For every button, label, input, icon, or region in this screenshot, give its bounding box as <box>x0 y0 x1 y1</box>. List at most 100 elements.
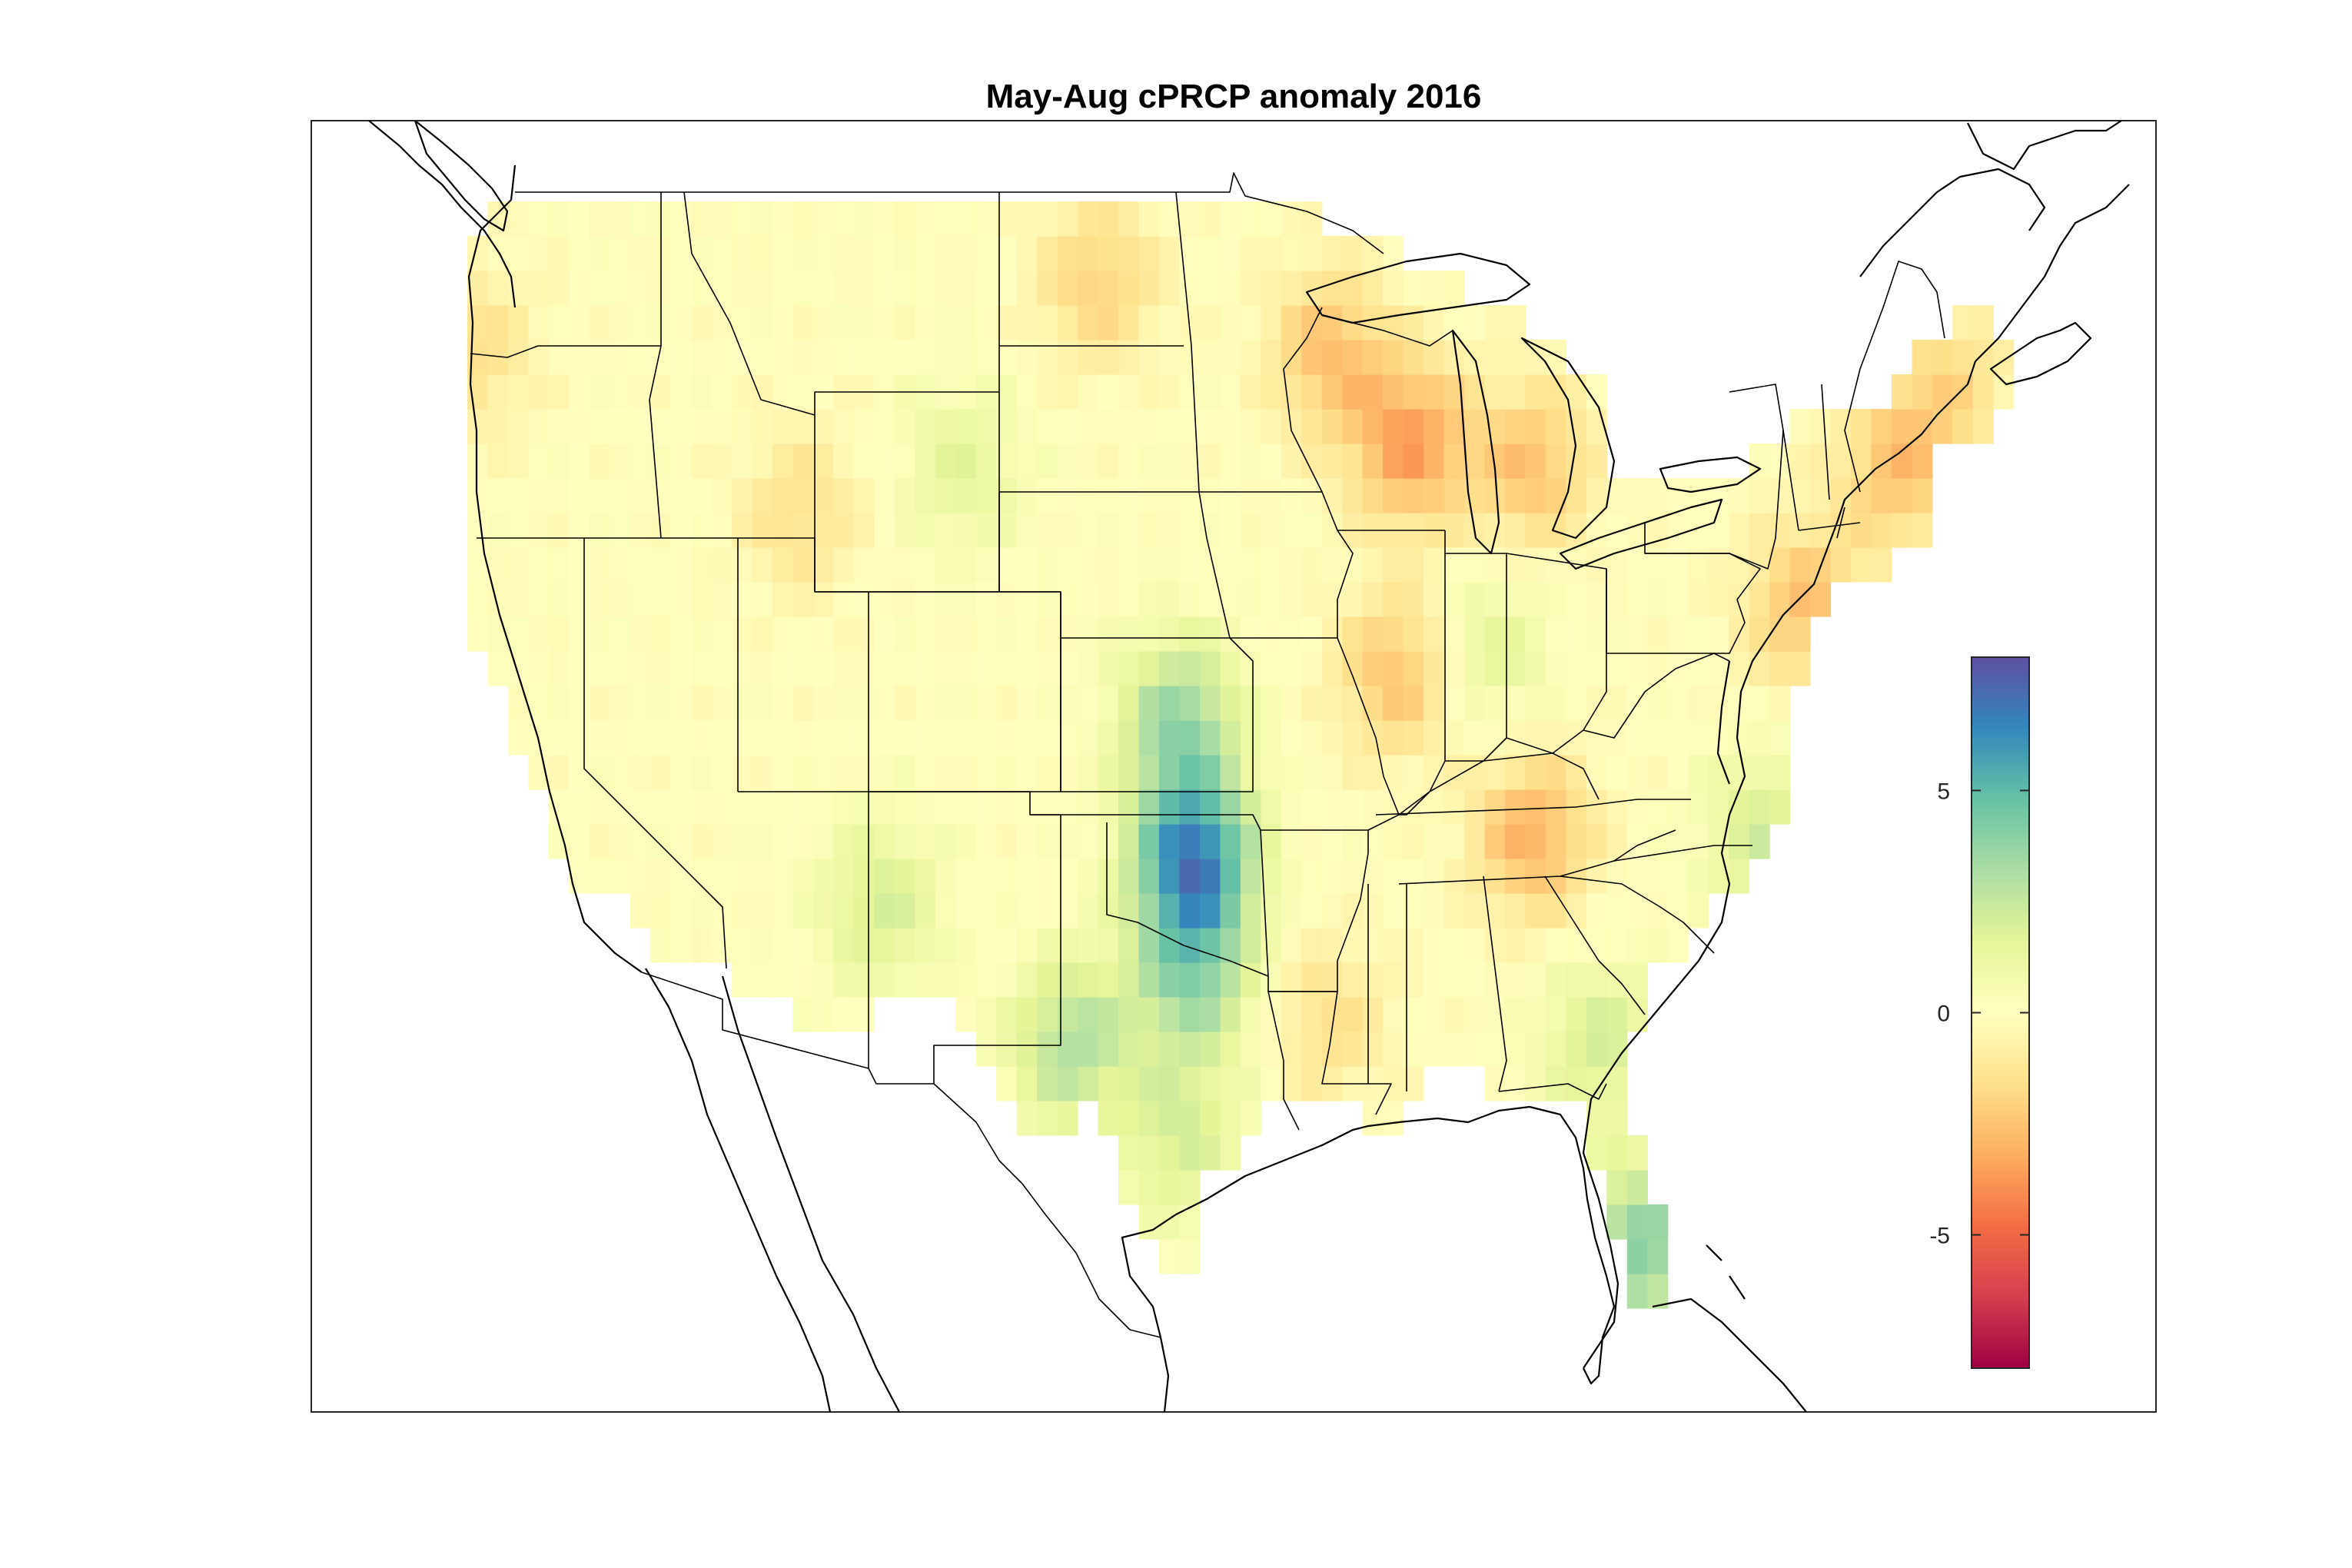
grid-cell <box>1240 582 1261 617</box>
grid-cell <box>1261 824 1282 859</box>
grid-cell <box>1504 859 1526 894</box>
grid-cell <box>1098 824 1119 859</box>
grid-cell <box>1912 374 1933 410</box>
grid-cell <box>1220 374 1241 410</box>
grid-cell <box>1078 789 1099 825</box>
grid-cell <box>1240 236 1261 271</box>
grid-cell <box>569 686 590 721</box>
grid-cell <box>1098 1066 1119 1101</box>
grid-cell <box>792 236 814 271</box>
grid-cell <box>752 409 773 444</box>
grid-cell <box>955 962 977 998</box>
grid-cell <box>670 616 692 652</box>
grid-cell <box>853 686 875 721</box>
grid-cell <box>1158 755 1180 790</box>
grid-cell <box>1016 1031 1038 1067</box>
grid-cell <box>1240 928 1261 963</box>
grid-cell <box>711 824 733 859</box>
grid-cell <box>732 651 753 686</box>
grid-cell <box>1667 651 1689 686</box>
grid-cell <box>1301 651 1323 686</box>
grid-cell <box>1606 1135 1628 1171</box>
grid-cell <box>1729 859 1750 894</box>
grid-cell <box>955 651 977 686</box>
grid-cell <box>1342 1031 1364 1067</box>
grid-cell <box>975 720 997 756</box>
grid-cell <box>894 340 915 375</box>
grid-cell <box>1199 271 1221 306</box>
grid-cell <box>1504 893 1526 929</box>
grid-cell <box>569 201 590 237</box>
grid-cell <box>1016 513 1038 548</box>
grid-cell <box>1484 824 1506 859</box>
grid-cell <box>569 271 590 306</box>
grid-cell <box>1993 340 2015 375</box>
grid-cell <box>792 443 814 479</box>
grid-cell <box>1261 409 1282 444</box>
grid-cell <box>955 236 977 271</box>
grid-cell <box>894 478 915 513</box>
grid-cell <box>1158 1204 1180 1240</box>
canada-east-coast <box>1975 184 2130 362</box>
grid-cell <box>650 686 672 721</box>
nova-scotia <box>1989 321 2092 386</box>
grid-cell <box>1729 755 1750 790</box>
grid-cell <box>1158 201 1180 237</box>
grid-cell <box>691 789 713 825</box>
grid-cell <box>812 928 834 963</box>
grid-cell <box>833 478 855 513</box>
grid-cell <box>1586 893 1607 929</box>
grid-cell <box>1504 616 1526 652</box>
grid-cell <box>1504 928 1526 963</box>
grid-cell <box>1199 1135 1221 1171</box>
grid-cell <box>772 340 794 375</box>
grid-cell <box>935 962 956 998</box>
ohio-border <box>1506 553 1607 754</box>
grid-cell <box>996 651 1018 686</box>
grid-cell <box>812 651 834 686</box>
kansas-border <box>1060 637 1254 792</box>
grid-cell <box>915 928 936 963</box>
grid-cell <box>1525 893 1546 929</box>
grid-cell <box>975 409 997 444</box>
grid-cell <box>467 513 488 548</box>
georgia-florida <box>1498 1083 1607 1100</box>
grid-cell <box>812 271 834 306</box>
grid-cell <box>874 686 895 721</box>
grid-cell <box>630 340 651 375</box>
grid-cell <box>507 201 529 237</box>
grid-cell <box>1403 824 1424 859</box>
grid-cell <box>1179 1066 1201 1101</box>
grid-cell <box>1342 651 1364 686</box>
grid-cell <box>1301 340 1323 375</box>
grid-cell <box>589 651 610 686</box>
grid-cell <box>1586 1031 1607 1067</box>
grid-cell <box>1118 616 1140 652</box>
grid-cell <box>1443 409 1465 444</box>
grid-cell <box>975 547 997 583</box>
grid-cell <box>1138 1170 1160 1205</box>
grid-cell <box>752 236 773 271</box>
grid-cell <box>487 513 509 548</box>
grid-cell <box>853 997 875 1032</box>
grid-cell <box>955 686 977 721</box>
grid-cell <box>1281 686 1302 721</box>
minnesota-west <box>1175 191 1200 493</box>
grid-cell <box>1240 1066 1261 1101</box>
grid-cell <box>955 893 977 929</box>
grid-cell <box>1301 409 1323 444</box>
grid-cell <box>1138 305 1160 341</box>
grid-cell <box>1261 859 1282 894</box>
mexico-gulf-coast <box>1159 1337 1170 1412</box>
grid-cell <box>1403 409 1424 444</box>
grid-cell <box>1179 201 1201 237</box>
grid-cell <box>1383 859 1404 894</box>
grid-cell <box>1443 824 1465 859</box>
grid-cell <box>1688 893 1709 929</box>
grid-cell <box>1464 893 1486 929</box>
grid-cell <box>1199 789 1221 825</box>
grid-cell <box>528 236 550 271</box>
grid-cell <box>915 478 936 513</box>
grid-cell <box>1504 443 1526 479</box>
grid-cell <box>975 997 997 1032</box>
